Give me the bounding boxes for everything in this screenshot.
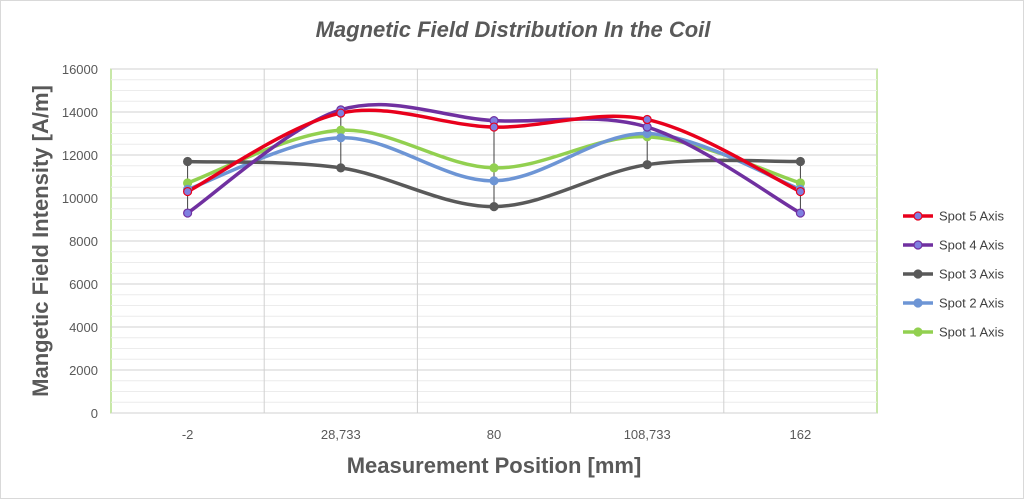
data-point [489,163,499,173]
x-tick-label: 80 [487,427,501,442]
y-tick-label: 16000 [62,62,98,77]
data-point [336,133,346,143]
legend-swatch-marker [913,298,923,308]
data-point [183,156,193,167]
data-point [795,186,806,197]
data-point [489,176,499,186]
data-point [183,208,193,218]
x-tick-labels: -2 28,733 80 108,733 162 [182,427,811,442]
x-tick-label: 28,733 [321,427,361,442]
series-markers [183,105,806,218]
data-point [642,122,652,132]
y-tick-label: 2000 [69,363,98,378]
data-point [489,122,499,132]
y-axis-label: Mangetic Field Intensity [A/m] [28,85,53,397]
x-tick-label: -2 [182,427,194,442]
y-tick-label: 14000 [62,105,98,120]
data-point [489,202,499,212]
legend-label: Spot 5 Axis [939,209,1005,224]
chart-title: Magnetic Field Distribution In the Coil [315,17,711,42]
data-point [795,208,806,218]
y-tick-labels: 0 2000 4000 6000 8000 10000 12000 14000 16000 [62,62,98,421]
x-tick-label: 108,733 [624,427,671,442]
legend-swatch-marker [913,240,923,250]
data-point [795,156,806,167]
data-point [642,114,652,125]
y-tick-label: 6000 [69,277,98,292]
legend-label: Spot 4 Axis [939,238,1005,253]
data-point [336,163,346,173]
legend-swatch-marker [913,327,923,337]
y-tick-label: 0 [91,406,98,421]
legend-label: Spot 3 Axis [939,267,1005,282]
legend-swatch-marker [913,269,923,279]
legend-label: Spot 1 Axis [939,325,1005,340]
data-point [183,186,193,197]
y-tick-label: 4000 [69,320,98,335]
data-point [642,160,652,170]
y-tick-label: 10000 [62,191,98,206]
y-tick-label: 12000 [62,148,98,163]
x-axis-label: Measurement Position [mm] [347,453,642,478]
data-point [336,125,346,135]
x-tick-label: 162 [790,427,812,442]
legend: Spot 5 Axis Spot 4 Axis Spot 3 Axis Spot 2 … [903,209,1005,340]
y-tick-label: 8000 [69,234,98,249]
legend-swatch-marker [913,211,923,221]
legend-label: Spot 2 Axis [939,296,1005,311]
data-point [336,108,346,118]
